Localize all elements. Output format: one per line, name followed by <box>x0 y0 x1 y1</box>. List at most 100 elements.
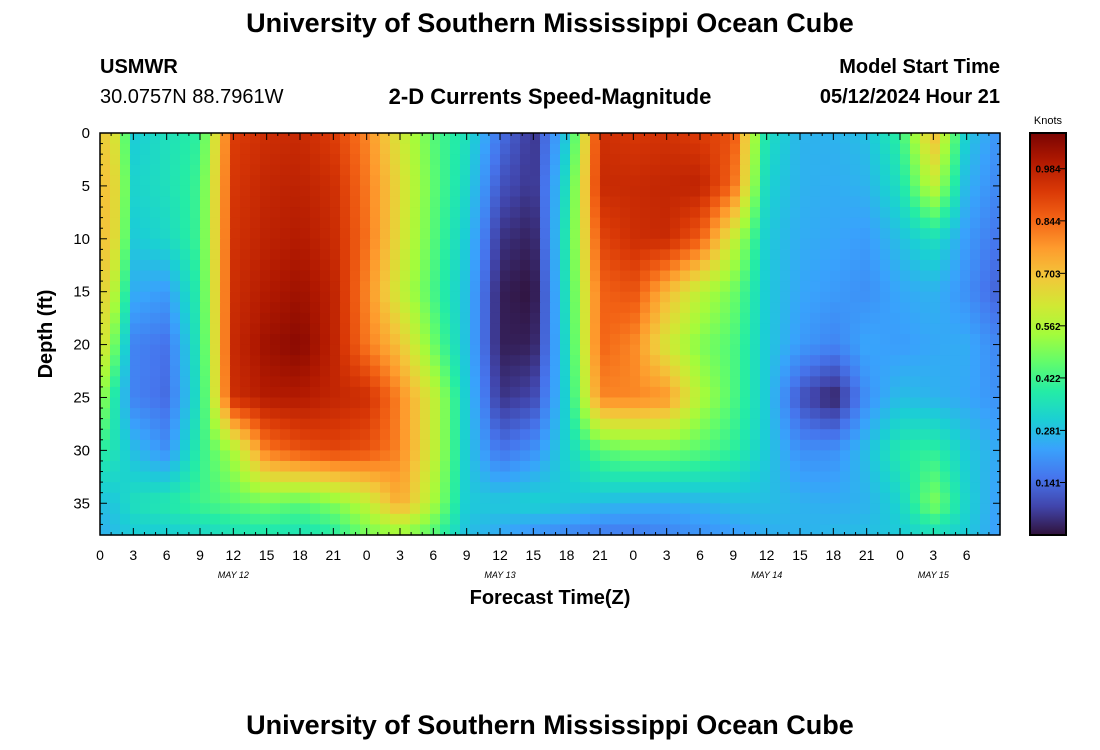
heatmap-cell <box>920 460 931 473</box>
heatmap-cell <box>720 196 731 208</box>
heatmap-cell <box>240 397 251 409</box>
heatmap-cell <box>720 460 731 473</box>
heatmap-cell <box>260 397 271 409</box>
heatmap-cell <box>300 450 311 462</box>
heatmap-cell <box>160 185 171 198</box>
heatmap-cell <box>640 418 651 430</box>
heatmap-cell <box>900 259 911 272</box>
heatmap-cell <box>320 503 331 515</box>
heatmap-cell <box>690 302 701 314</box>
heatmap-cell <box>480 397 491 409</box>
heatmap-cell <box>680 365 691 377</box>
heatmap-cell <box>400 450 411 462</box>
heatmap-cell <box>350 524 361 536</box>
heatmap-cell <box>880 154 891 166</box>
x-axis-label: Forecast Time(Z) <box>470 587 631 609</box>
heatmap-cell <box>240 164 251 176</box>
heatmap-cell <box>310 281 321 293</box>
heatmap-cell <box>950 164 961 176</box>
heatmap-cell <box>460 291 471 303</box>
heatmap-cell <box>700 503 711 515</box>
heatmap-cell <box>110 228 121 240</box>
x-tick-label: 15 <box>259 547 275 563</box>
heatmap-cell <box>120 439 131 451</box>
heatmap-cell <box>260 429 271 441</box>
heatmap-cell <box>560 249 571 261</box>
heatmap-cell <box>560 281 571 293</box>
heatmap-cell <box>670 397 681 409</box>
heatmap-cell <box>650 418 661 430</box>
heatmap-cell <box>260 175 271 187</box>
heatmap-cell <box>680 185 691 198</box>
heatmap-cell <box>220 355 231 367</box>
heatmap-cell <box>330 164 341 176</box>
heatmap-cell <box>690 196 701 208</box>
heatmap-cell <box>120 513 131 526</box>
heatmap-cell <box>790 312 801 325</box>
heatmap-cell <box>770 450 781 462</box>
heatmap-cell <box>840 334 851 346</box>
heatmap-cell <box>460 376 471 388</box>
heatmap-cell <box>170 207 181 219</box>
heatmap-cell <box>770 228 781 240</box>
heatmap-cell <box>920 355 931 367</box>
heatmap-cell <box>980 429 991 441</box>
heatmap-cell <box>700 450 711 462</box>
heatmap-cell <box>730 513 741 526</box>
y-tick-label: 15 <box>73 284 90 301</box>
heatmap-cell <box>730 302 741 314</box>
heatmap-cell <box>220 249 231 261</box>
heatmap-cell <box>940 503 951 515</box>
heatmap-cell <box>840 503 851 515</box>
heatmap-cell <box>100 344 111 356</box>
heatmap-cell <box>830 429 841 441</box>
heatmap-cell <box>360 524 371 536</box>
heatmap-cell <box>260 524 271 536</box>
heatmap-cell <box>580 376 591 388</box>
heatmap-cell <box>310 270 321 282</box>
heatmap-cell <box>190 154 201 166</box>
heatmap-cell <box>700 133 711 145</box>
heatmap-cell <box>180 471 191 483</box>
heatmap-cell <box>790 408 801 420</box>
heatmap-cell <box>420 429 431 441</box>
heatmap-cell <box>340 196 351 208</box>
heatmap-cell <box>120 302 131 314</box>
heatmap-cell <box>610 281 621 293</box>
heatmap-cell <box>150 217 161 229</box>
heatmap-cell <box>330 460 341 473</box>
heatmap-cell <box>440 492 451 504</box>
heatmap-cell <box>490 323 501 335</box>
heatmap-cell <box>270 154 281 166</box>
heatmap-cell <box>110 196 121 208</box>
heatmap-cell <box>210 259 221 272</box>
heatmap-cell <box>990 185 1001 198</box>
heatmap-cell <box>380 408 391 420</box>
heatmap-cell <box>480 291 491 303</box>
heatmap-cell <box>690 323 701 335</box>
heatmap-cell <box>170 492 181 504</box>
heatmap-cell <box>370 238 381 250</box>
heatmap-cell <box>530 259 541 272</box>
heatmap-cell <box>720 133 731 145</box>
heatmap-cell <box>860 196 871 208</box>
heatmap-cell <box>310 312 321 325</box>
heatmap-cell <box>600 355 611 367</box>
x-tick-label: 12 <box>226 547 242 563</box>
heatmap-cell <box>270 503 281 515</box>
heatmap-cell <box>590 143 601 155</box>
heatmap-cell <box>800 450 811 462</box>
heatmap-cell <box>220 185 231 198</box>
heatmap-cell <box>770 439 781 451</box>
heatmap-cell <box>590 259 601 272</box>
heatmap-cell <box>520 185 531 198</box>
heatmap-cell <box>610 439 621 451</box>
heatmap-cell <box>990 376 1001 388</box>
heatmap-cell <box>620 334 631 346</box>
heatmap-cell <box>200 492 211 504</box>
heatmap-cell <box>900 482 911 494</box>
heatmap-cell <box>770 344 781 356</box>
heatmap-cell <box>520 154 531 166</box>
heatmap-cell <box>900 408 911 420</box>
